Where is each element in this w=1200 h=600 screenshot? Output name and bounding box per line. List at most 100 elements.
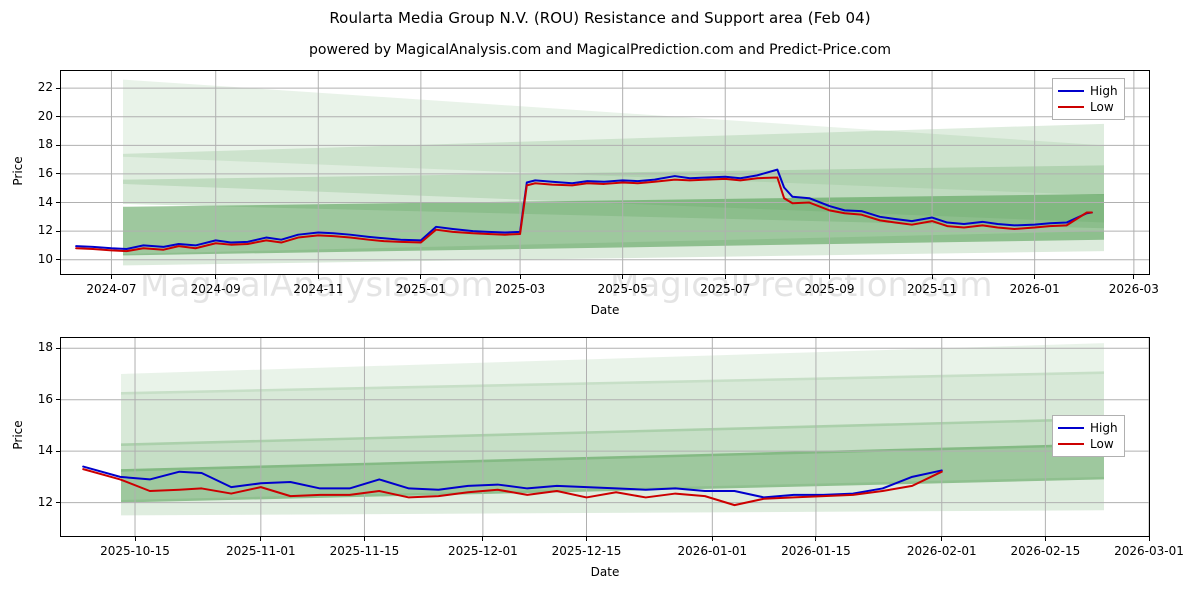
y-tickmark: [56, 259, 60, 261]
y-tick-label: 16: [37, 391, 53, 406]
page-title: Roularta Media Group N.V. (ROU) Resistan…: [329, 9, 871, 27]
x-tickmark: [317, 275, 319, 279]
legend-item-low[interactable]: Low: [1058, 99, 1118, 115]
legend-item-low[interactable]: Low: [1058, 436, 1118, 452]
y-tick-label: 20: [37, 108, 53, 123]
x-tick-label: 2026-03: [1108, 282, 1159, 296]
x-tick-label: 2025-11-01: [225, 544, 296, 558]
x-tickmark: [215, 275, 217, 279]
legend-line-icon: [1058, 427, 1084, 430]
y-tickmark: [56, 144, 60, 146]
x-tick-label: 2026-03-01: [1114, 544, 1184, 558]
x-tick-label: 2026-02-01: [906, 544, 977, 558]
series-line-low: [75, 176, 1093, 253]
x-tick-label: 2024-11: [293, 282, 344, 296]
x-tickmark: [724, 275, 726, 279]
x-tickmark: [622, 275, 624, 279]
legend-label: High: [1090, 421, 1118, 435]
y-tick-label: 12: [37, 223, 53, 238]
legend-item-high[interactable]: High: [1058, 83, 1118, 99]
x-tick-label: 2025-05: [597, 282, 648, 296]
x-tick-label: 2025-11-15: [329, 544, 400, 558]
x-tick-label: 2025-12-15: [551, 544, 622, 558]
band-support-outer: [121, 476, 1104, 516]
x-tickmark: [260, 537, 262, 541]
x-axis-label: Date: [590, 565, 620, 579]
x-tick-label: 2026-01: [1009, 282, 1060, 296]
x-tickmark: [1044, 537, 1046, 541]
band-resistance-outer: [123, 79, 1104, 196]
y-tick-label: 14: [37, 194, 53, 209]
legend-label: Low: [1090, 437, 1114, 452]
x-tickmark: [1148, 537, 1150, 541]
legend-label: Low: [1090, 100, 1114, 115]
y-tick-label: 12: [37, 494, 53, 509]
x-tick-label: 2025-11: [906, 282, 958, 296]
y-axis-label: Price: [11, 420, 25, 450]
y-tickmark: [56, 399, 60, 401]
band-resistance-inner: [121, 417, 1104, 472]
x-tick-label: 2025-09: [804, 282, 855, 296]
bottom-plot-area: [60, 337, 1150, 537]
x-tick-label: 2025-12-01: [448, 544, 518, 558]
x-tick-label: 2025-07: [700, 282, 751, 296]
y-tickmark: [56, 116, 60, 118]
y-tick-label: 10: [37, 251, 53, 266]
x-tick-label: 2025-03: [495, 282, 546, 296]
x-tickmark: [134, 537, 136, 541]
series-line-high: [82, 465, 943, 499]
y-tickmark: [56, 202, 60, 204]
x-tickmark: [828, 275, 830, 279]
x-tick-label: 2026-01-15: [781, 544, 851, 558]
x-tickmark: [1034, 275, 1036, 279]
legend-line-icon: [1058, 90, 1084, 93]
top-plot-area: [60, 70, 1150, 275]
y-axis-label: Price: [11, 155, 25, 186]
y-tick-label: 14: [37, 443, 53, 458]
x-tickmark: [815, 537, 817, 541]
y-tick-label: 18: [37, 340, 53, 355]
x-tickmark: [110, 275, 112, 279]
x-tick-label: 2025-10-15: [100, 544, 170, 558]
series-line-high: [75, 168, 1093, 250]
page-subtitle: powered by MagicalAnalysis.com and Magic…: [309, 42, 891, 58]
legend-line-icon: [1058, 106, 1084, 109]
x-tickmark: [482, 537, 484, 541]
x-axis-label: Date: [590, 303, 620, 317]
x-tick-label: 2026-01-01: [677, 544, 748, 558]
legend-label: High: [1090, 84, 1118, 98]
x-tick-label: 2025-01: [395, 282, 446, 296]
legend-item-high[interactable]: High: [1058, 420, 1118, 436]
y-tick-label: 16: [37, 165, 53, 180]
x-tick-label: 2024-09: [190, 282, 241, 296]
chart-legend: High Low: [1052, 415, 1125, 458]
band-support-outer: [123, 231, 1104, 266]
y-tickmark: [56, 502, 60, 504]
x-tickmark: [931, 275, 933, 279]
series-line-low: [82, 468, 943, 507]
band-support-core: [121, 443, 1104, 503]
x-tickmark: [363, 537, 365, 541]
y-tickmark: [56, 87, 60, 89]
x-tickmark: [585, 537, 587, 541]
band-resistance-outer: [121, 343, 1104, 395]
y-tickmark: [56, 173, 60, 175]
chart-legend: High Low: [1052, 78, 1125, 121]
x-tickmark: [519, 275, 521, 279]
y-tickmark: [56, 450, 60, 452]
x-tickmark: [1133, 275, 1135, 279]
y-tick-label: 18: [37, 137, 53, 152]
y-tick-label: 22: [37, 80, 53, 95]
bottom-price-panel: [60, 337, 1150, 537]
top-chart-svg: [61, 71, 1149, 274]
x-tick-label: 2024-07: [86, 282, 137, 296]
x-tickmark: [711, 537, 713, 541]
y-tickmark: [56, 347, 60, 349]
top-price-panel: [60, 70, 1150, 275]
legend-line-icon: [1058, 443, 1084, 446]
bottom-chart-svg: [61, 338, 1149, 536]
x-tickmark: [941, 537, 943, 541]
x-tick-label: 2026-02-15: [1010, 544, 1081, 558]
y-tickmark: [56, 230, 60, 232]
